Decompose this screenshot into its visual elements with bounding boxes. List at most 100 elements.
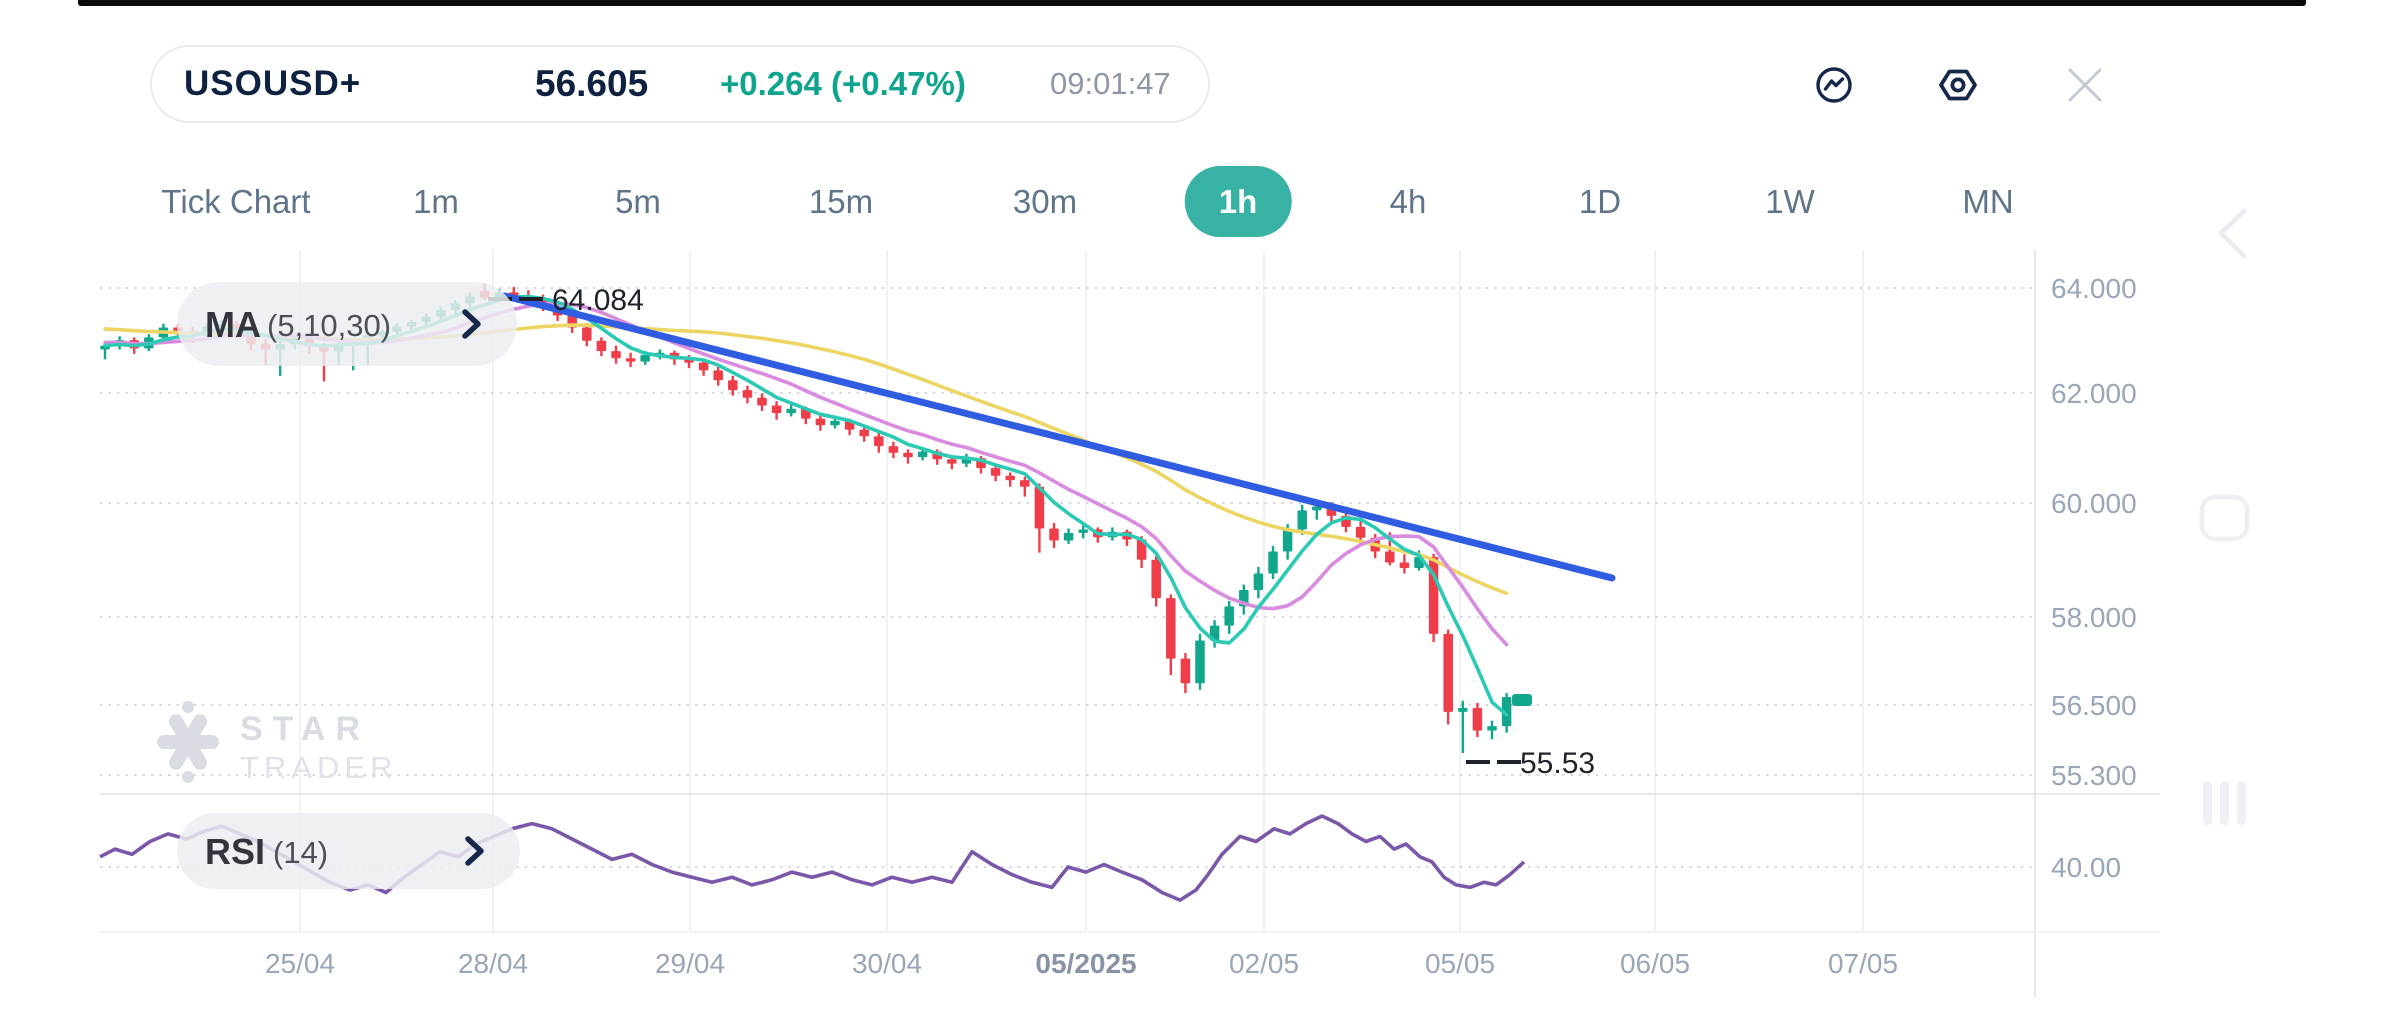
collapse-chevron-icon[interactable] bbox=[2218, 208, 2247, 259]
tab-1m[interactable]: 1m bbox=[413, 183, 459, 220]
timeframe-tabs: Tick Chart 1m 5m 15m 30m 1h 4h 1D 1W MN bbox=[0, 166, 2383, 238]
x-axis-label: 06/05 bbox=[1620, 948, 1690, 979]
candle-body bbox=[698, 362, 709, 371]
candle-body bbox=[1063, 532, 1074, 541]
x-axis-label: 05/05 bbox=[1425, 948, 1495, 979]
candle-body bbox=[1180, 658, 1191, 684]
candle-body bbox=[771, 405, 782, 414]
symbol-name: USOUSD+ bbox=[184, 64, 362, 103]
x-axis-label: 30/04 bbox=[852, 948, 922, 979]
candle-body bbox=[786, 408, 796, 414]
candle-body bbox=[888, 446, 899, 453]
drag-bars-icon[interactable] bbox=[2237, 781, 2246, 825]
candle-body bbox=[1487, 726, 1497, 731]
watermark-text: TRADER bbox=[240, 750, 397, 785]
last-price: 56.605 bbox=[535, 63, 649, 104]
ma-indicator-expand-chevron-icon[interactable] bbox=[462, 309, 481, 339]
candle-body bbox=[596, 340, 607, 352]
close-icon bbox=[2068, 68, 2102, 102]
candle-body bbox=[1443, 633, 1453, 712]
candle-body bbox=[830, 420, 840, 426]
watermark-text: STAR bbox=[240, 710, 370, 748]
candle-body bbox=[1472, 707, 1483, 731]
candle-body bbox=[947, 459, 957, 464]
rsi-indicator-expand-chevron-icon[interactable] bbox=[465, 836, 484, 866]
tab-15m[interactable]: 15m bbox=[808, 183, 874, 220]
price-annotation: 55.53 bbox=[1520, 747, 1595, 780]
candle-body bbox=[903, 452, 913, 458]
candle-body bbox=[815, 418, 826, 426]
ma-indicator-label: MA bbox=[205, 304, 261, 345]
candle-body bbox=[859, 429, 869, 437]
watermark-star-icon bbox=[169, 714, 207, 770]
x-axis-label: 25/04 bbox=[265, 948, 335, 979]
candle-body bbox=[1136, 539, 1147, 560]
candle-body bbox=[1399, 562, 1410, 568]
candle-body bbox=[1224, 606, 1234, 626]
ma-indicator-params: (5,10,30) bbox=[267, 308, 391, 343]
candle-body bbox=[1195, 640, 1205, 684]
tab-4h[interactable]: 4h bbox=[1389, 183, 1427, 220]
drag-bars-icon[interactable] bbox=[2220, 781, 2229, 825]
tab-5m[interactable]: 5m bbox=[615, 183, 661, 220]
candle-body bbox=[582, 327, 592, 341]
candle-body bbox=[713, 370, 723, 381]
rsi-indicator-label: RSI bbox=[205, 831, 265, 872]
tab-30m[interactable]: 30m bbox=[1012, 183, 1078, 220]
y-axis-label: 62.000 bbox=[2051, 378, 2137, 409]
candle-body bbox=[1282, 529, 1293, 552]
tab-mn[interactable]: MN bbox=[1962, 183, 2014, 220]
candle-body bbox=[1501, 697, 1512, 727]
candle-body bbox=[1151, 559, 1161, 599]
rsi-indicator-params: (14) bbox=[273, 835, 328, 870]
candle-body bbox=[742, 390, 753, 398]
chart-settings-button[interactable] bbox=[1934, 61, 1982, 109]
candle-body bbox=[1355, 526, 1366, 538]
candle-body bbox=[1034, 486, 1045, 529]
drawing-handle-icon[interactable] bbox=[2199, 494, 2250, 542]
candle-body bbox=[1458, 707, 1468, 712]
price-change: +0.264 (+0.47%) bbox=[720, 65, 966, 102]
y-axis-label: 55.300 bbox=[2051, 760, 2137, 791]
candle-body bbox=[625, 358, 636, 362]
current-price-marker bbox=[1512, 694, 1532, 706]
candle-body bbox=[1049, 528, 1059, 541]
tab-1h[interactable]: 1h bbox=[1184, 166, 1292, 237]
candle-body bbox=[1166, 598, 1176, 659]
annotation-dash bbox=[1497, 760, 1521, 764]
tab-tick-chart[interactable]: Tick Chart bbox=[161, 183, 311, 220]
symbol-summary-pill[interactable]: USOUSD+ 56.605 +0.264 (+0.47%) 09:01:47 bbox=[150, 45, 1210, 123]
y-axis-label: 56.500 bbox=[2051, 690, 2137, 721]
x-axis-label: 28/04 bbox=[458, 948, 528, 979]
candle-body bbox=[1385, 551, 1395, 563]
tab-1w[interactable]: 1W bbox=[1765, 183, 1815, 220]
annotation-dash bbox=[519, 297, 543, 301]
candle-body bbox=[757, 397, 767, 406]
x-axis-label: 07/05 bbox=[1828, 948, 1898, 979]
status-bar-strip bbox=[78, 0, 2306, 6]
candle-body bbox=[1078, 529, 1088, 533]
drag-bars-icon[interactable] bbox=[2203, 781, 2212, 825]
candle-body bbox=[728, 380, 738, 391]
ma-indicator-pill[interactable] bbox=[177, 282, 517, 366]
y-axis-label: 64.000 bbox=[2051, 273, 2137, 304]
tab-1d[interactable]: 1D bbox=[1578, 183, 1622, 220]
line-chart-icon bbox=[1816, 67, 1852, 103]
y-axis-label: 60.000 bbox=[2051, 488, 2137, 519]
indicator-button[interactable] bbox=[1810, 61, 1858, 109]
candle-body bbox=[874, 436, 884, 447]
rsi-indicator-pill[interactable] bbox=[177, 813, 520, 889]
x-axis-label: 02/05 bbox=[1229, 948, 1299, 979]
candle-body bbox=[917, 451, 928, 458]
annotation-dash bbox=[1466, 760, 1490, 764]
watermark-star-icon bbox=[182, 701, 194, 713]
candle-body bbox=[1297, 510, 1307, 530]
close-button[interactable] bbox=[2061, 61, 2109, 109]
descending-trendline[interactable] bbox=[501, 292, 1616, 582]
y-axis-label: 40.00 bbox=[2051, 852, 2121, 883]
candle-body bbox=[1312, 506, 1322, 511]
price-annotation: 64.084 bbox=[552, 284, 644, 317]
